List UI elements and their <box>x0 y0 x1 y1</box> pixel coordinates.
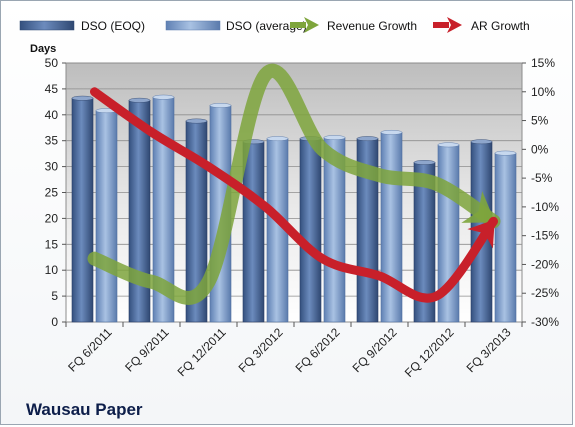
bar-dso-eoq <box>299 138 322 323</box>
legend-swatch-dso-average <box>165 20 221 31</box>
point-revenue-growth <box>379 174 381 176</box>
legend-label-dso-eoq: DSO (EOQ) <box>81 19 145 33</box>
bar-dso-eoq <box>242 141 265 323</box>
x-tick-label: FQ 3/2013 <box>464 325 514 375</box>
left-tick-label: 15 <box>45 237 59 251</box>
y-axis-title: Days <box>30 43 56 55</box>
legend: DSO (EOQ) DSO (average) Revenue Growth A… <box>19 17 530 33</box>
bar-dso-average-cap <box>323 135 346 140</box>
right-tick-label: 10% <box>531 85 555 99</box>
bar-dso-eoq-cap <box>413 160 436 165</box>
point-ar-growth <box>322 258 324 260</box>
bar-dso-average-cap <box>209 103 232 108</box>
point-ar-growth <box>379 275 381 277</box>
legend-label-ar-growth: AR Growth <box>471 19 530 33</box>
bar-dso-eoq-cap <box>356 136 379 142</box>
x-tick-label: FQ 12/2011 <box>175 325 229 379</box>
right-tick-label: 0% <box>531 142 549 156</box>
point-ar-growth <box>151 131 153 133</box>
right-tick-label: -25% <box>531 286 559 300</box>
x-tick-label: FQ 9/2011 <box>122 325 172 375</box>
right-tick-label: -5% <box>531 171 553 185</box>
company-name: Wausau Paper <box>26 400 143 419</box>
bar-dso-eoq-cap <box>71 95 94 101</box>
point-revenue-growth <box>265 74 267 76</box>
right-tick-label: -30% <box>531 315 559 329</box>
bar-dso-average-cap <box>152 94 175 100</box>
left-tick-label: 25 <box>45 186 59 200</box>
x-tick-label: FQ 9/2012 <box>350 325 400 375</box>
left-tick-label: 35 <box>45 134 59 148</box>
point-revenue-growth <box>94 258 96 260</box>
point-ar-growth <box>265 206 267 208</box>
legend-label-revenue-growth: Revenue Growth <box>327 19 417 33</box>
point-ar-growth <box>94 91 96 93</box>
growth-lines <box>87 64 501 305</box>
left-tick-label: 20 <box>45 211 59 225</box>
legend-swatch-dso-eoq <box>19 20 75 31</box>
point-revenue-growth <box>436 183 438 185</box>
bar-dso-average <box>95 110 118 323</box>
x-tick-label: FQ 6/2012 <box>293 325 343 375</box>
legend-swatch-revenue-growth <box>290 17 319 33</box>
left-tick-label: 10 <box>45 263 59 277</box>
left-tick-label: 0 <box>51 315 58 329</box>
bar-dso-average-cap <box>266 136 289 142</box>
point-ar-growth <box>493 220 495 222</box>
line-revenue-growth <box>87 64 501 305</box>
legend-swatch-ar-growth <box>433 17 462 33</box>
legend-label-dso-average: DSO (average) <box>226 19 307 33</box>
point-ar-growth <box>208 166 210 168</box>
right-tick-label: -20% <box>531 257 559 271</box>
x-tick-label: FQ 12/2012 <box>402 325 457 380</box>
bar-dso-eoq-cap <box>470 139 493 145</box>
x-tick-label: FQ 3/2012 <box>236 325 286 375</box>
x-tick-label: FQ 6/2011 <box>65 325 115 375</box>
left-tick-label: 50 <box>45 56 59 70</box>
bar-dso-average-cap <box>380 130 403 135</box>
bar-dso-eoq-cap <box>128 97 151 103</box>
left-tick-label: 40 <box>45 108 59 122</box>
left-tick-label: 30 <box>45 160 59 174</box>
line-ar-growth <box>90 87 498 303</box>
right-tick-label: 5% <box>531 114 549 128</box>
bar-dso-average-cap <box>437 142 460 148</box>
point-revenue-growth <box>151 281 153 283</box>
left-tick-label: 45 <box>45 82 59 96</box>
point-revenue-growth <box>208 281 210 283</box>
right-tick-label: -15% <box>531 229 559 243</box>
right-tick-label: -10% <box>531 200 559 214</box>
bar-dso-eoq <box>71 97 94 323</box>
right-tick-label: 15% <box>531 56 555 70</box>
left-tick-label: 5 <box>51 289 58 303</box>
bar-dso-eoq-cap <box>185 118 208 124</box>
bar-dso-average-cap <box>494 150 517 156</box>
bar-dso-average <box>494 152 517 323</box>
point-ar-growth <box>436 295 438 297</box>
point-revenue-growth <box>322 148 324 150</box>
bar-dso-average <box>380 132 403 323</box>
